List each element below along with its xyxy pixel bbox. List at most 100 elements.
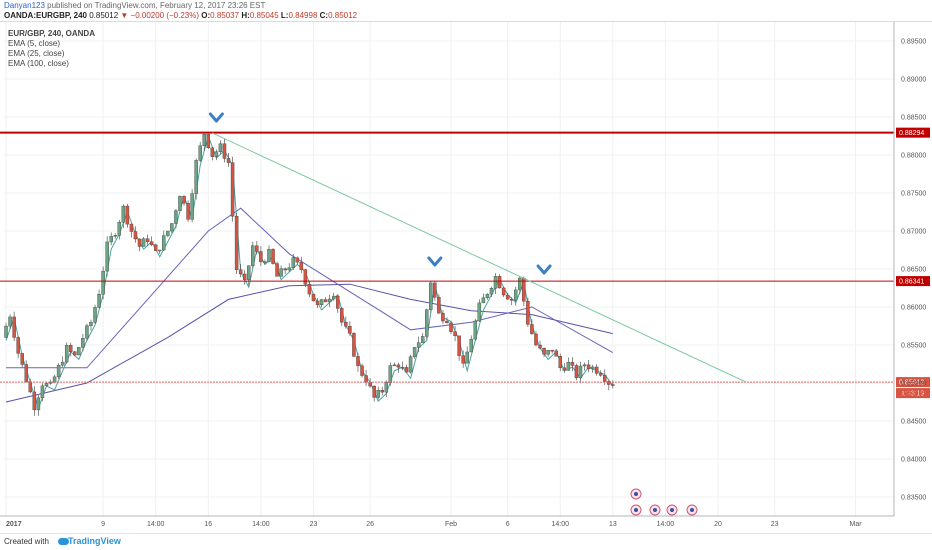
candle-up <box>178 196 182 211</box>
candle-up <box>388 365 393 383</box>
candle <box>299 256 304 274</box>
candle <box>89 319 93 331</box>
candle-down <box>594 366 599 374</box>
author-link[interactable]: Danyan123 <box>4 1 45 10</box>
candle-down <box>137 238 142 247</box>
candle-up <box>8 316 12 327</box>
down-arrow-icon <box>427 256 443 267</box>
legend-entry: EMA (25, close) <box>8 49 65 58</box>
candle-down <box>501 287 506 296</box>
high-key: H: <box>241 11 250 20</box>
candle-down <box>24 364 28 382</box>
candle-up <box>166 230 170 236</box>
candle <box>141 237 146 247</box>
quote-line: OANDA:EURGBP, 240 0.85012 ▼ −0.00200 (−0… <box>4 11 357 20</box>
candle-up <box>117 221 122 236</box>
candle <box>481 293 486 304</box>
candle <box>566 357 571 371</box>
candle <box>530 319 534 335</box>
candle <box>542 347 546 358</box>
candle <box>396 362 401 373</box>
candle-up <box>85 325 89 339</box>
candle-down <box>340 308 344 323</box>
candle-up <box>465 351 469 364</box>
candle <box>4 322 8 339</box>
candle-up <box>36 397 41 411</box>
candle <box>170 223 174 234</box>
price-tick-label: 0.88500 <box>901 115 926 122</box>
candle <box>12 311 16 342</box>
tradingview-logo[interactable]: TradingView <box>54 536 121 546</box>
candle-down <box>32 391 37 411</box>
candle-up <box>514 289 518 301</box>
candle-down <box>497 276 502 289</box>
candle-up <box>48 382 53 384</box>
event-dot <box>634 508 638 512</box>
candle-down <box>457 335 461 356</box>
candle-up <box>4 325 8 338</box>
trendline <box>212 132 747 383</box>
candle-down <box>550 350 554 352</box>
candle <box>28 378 33 394</box>
candle-down <box>125 205 130 225</box>
last-price-tag <box>896 377 930 388</box>
time-tick-label: Feb <box>445 521 457 528</box>
tradingview-cloud-icon <box>58 538 69 545</box>
candle-down <box>295 257 300 263</box>
candle <box>420 333 425 343</box>
economic-event-icon <box>666 504 678 516</box>
candle-up <box>578 365 583 379</box>
legend-entry: EMA (5, close) <box>8 39 60 48</box>
time-tick-label: 16 <box>204 521 212 528</box>
candle-up <box>425 309 429 337</box>
candle-up <box>247 265 251 280</box>
open-value: 0.85037 <box>210 11 240 20</box>
candle <box>117 219 122 240</box>
price-tick-label: 0.87000 <box>901 229 926 236</box>
price-tick-label: 0.86500 <box>901 267 926 274</box>
candle <box>425 308 429 340</box>
time-tick-label: 23 <box>310 521 318 528</box>
candle-down <box>449 322 453 332</box>
candle-up <box>190 193 194 220</box>
candle-up <box>174 210 178 224</box>
candle <box>234 213 239 275</box>
price-axis[interactable]: 0.89500 0.89000 0.88500 0.88000 0.87500 0.870… <box>893 22 926 516</box>
candle <box>323 297 328 303</box>
candle-up <box>170 223 174 232</box>
candle-down <box>372 385 376 398</box>
last-price: 0.85012 <box>89 11 119 20</box>
resistance-price-label: 0.86341 <box>899 279 924 286</box>
candle-down <box>182 196 186 204</box>
economic-event-icon <box>630 504 642 516</box>
low-price-label: 0.84995 <box>901 390 926 397</box>
candle <box>437 294 441 314</box>
footer: Created with TradingView <box>0 533 932 550</box>
candle-down <box>603 375 607 382</box>
candle-down <box>226 158 231 163</box>
candles <box>4 133 615 416</box>
arrow-chevron <box>427 256 443 267</box>
candle-down <box>368 382 372 387</box>
time-tick-label: 14:00 <box>551 521 569 528</box>
candle-down <box>149 241 154 245</box>
candle-down <box>607 381 611 385</box>
candle <box>101 266 105 300</box>
time-tick-label: 2017 <box>6 521 22 528</box>
candle <box>457 335 461 361</box>
resistance-price-label: 0.88294 <box>899 130 924 137</box>
candle <box>153 243 158 252</box>
candle <box>238 264 243 278</box>
time-axis[interactable]: 2017 9 14:00 16 14:00 23 26 Feb 6 14:00 13 14:00 20 2… <box>0 515 894 528</box>
ema-5-line <box>5 134 614 411</box>
candle-up <box>56 365 61 378</box>
time-tick-label: 14:00 <box>147 521 165 528</box>
candle-up <box>384 382 389 393</box>
candle-up <box>469 338 473 353</box>
candle-down <box>348 326 352 334</box>
candle-up <box>202 134 206 147</box>
candle-down <box>364 375 368 383</box>
candle-down <box>129 223 134 232</box>
candle <box>509 297 514 306</box>
